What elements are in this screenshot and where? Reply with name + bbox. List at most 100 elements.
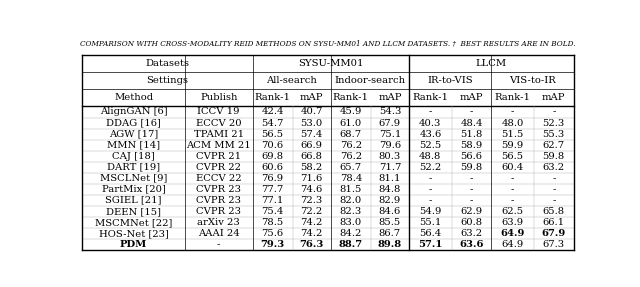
- Text: CVPR 23: CVPR 23: [196, 196, 241, 205]
- Text: 54.3: 54.3: [379, 108, 401, 117]
- Text: TPAMI 21: TPAMI 21: [194, 129, 244, 139]
- Text: 78.4: 78.4: [340, 174, 362, 183]
- Text: 54.7: 54.7: [262, 119, 284, 127]
- Text: 63.9: 63.9: [502, 218, 524, 227]
- Text: -: -: [429, 196, 432, 205]
- Text: 59.8: 59.8: [460, 163, 483, 172]
- Text: 84.8: 84.8: [379, 185, 401, 194]
- Text: 65.7: 65.7: [340, 163, 362, 172]
- Text: -: -: [511, 108, 515, 117]
- Text: COMPARISON WITH CROSS-MODALITY REID METHODS ON SYSU-MM01 AND LLCM DATASETS. †  B: COMPARISON WITH CROSS-MODALITY REID METH…: [80, 40, 576, 48]
- Text: 66.8: 66.8: [301, 152, 323, 161]
- Text: 74.2: 74.2: [301, 229, 323, 238]
- Text: 78.5: 78.5: [262, 218, 284, 227]
- Text: 76.2: 76.2: [340, 141, 362, 150]
- Text: 62.7: 62.7: [543, 141, 565, 150]
- Text: Method: Method: [114, 94, 153, 102]
- Text: DDAG [16]: DDAG [16]: [106, 119, 161, 127]
- Text: 55.1: 55.1: [419, 218, 442, 227]
- Text: -: -: [470, 108, 473, 117]
- Text: MSCMNet [22]: MSCMNet [22]: [95, 218, 172, 227]
- Text: 74.2: 74.2: [301, 218, 323, 227]
- Text: 76.2: 76.2: [340, 152, 362, 161]
- Text: Rank-1: Rank-1: [333, 94, 369, 102]
- Text: 84.2: 84.2: [340, 229, 362, 238]
- Text: 60.6: 60.6: [262, 163, 284, 172]
- Text: 82.9: 82.9: [379, 196, 401, 205]
- Text: 59.8: 59.8: [543, 152, 565, 161]
- Text: 64.9: 64.9: [500, 229, 525, 238]
- Text: 61.0: 61.0: [340, 119, 362, 127]
- Text: CVPR 22: CVPR 22: [196, 163, 241, 172]
- Text: mAP: mAP: [542, 94, 566, 102]
- Text: 79.6: 79.6: [379, 141, 401, 150]
- Text: Indoor-search: Indoor-search: [334, 76, 405, 86]
- Text: 56.4: 56.4: [419, 229, 442, 238]
- Text: -: -: [511, 174, 515, 183]
- Text: 63.2: 63.2: [543, 163, 565, 172]
- Text: 66.9: 66.9: [301, 141, 323, 150]
- Text: 71.6: 71.6: [301, 174, 323, 183]
- Text: 86.7: 86.7: [379, 229, 401, 238]
- Text: Rank-1: Rank-1: [412, 94, 449, 102]
- Text: SYSU-MM01: SYSU-MM01: [298, 59, 364, 68]
- Text: ECCV 22: ECCV 22: [196, 174, 241, 183]
- Text: -: -: [429, 108, 432, 117]
- Text: AGW [17]: AGW [17]: [109, 129, 158, 139]
- Text: -: -: [552, 108, 556, 117]
- Text: arXiv 23: arXiv 23: [197, 218, 240, 227]
- Text: 62.9: 62.9: [460, 207, 483, 216]
- Text: 76.9: 76.9: [262, 174, 284, 183]
- Text: ACM MM 21: ACM MM 21: [186, 141, 251, 150]
- Text: mAP: mAP: [300, 94, 323, 102]
- Text: 65.8: 65.8: [543, 207, 565, 216]
- Text: 74.6: 74.6: [301, 185, 323, 194]
- Text: -: -: [552, 196, 556, 205]
- Text: 67.9: 67.9: [541, 229, 566, 238]
- Text: 55.3: 55.3: [543, 129, 565, 139]
- Text: 51.8: 51.8: [460, 129, 483, 139]
- Text: 75.4: 75.4: [262, 207, 284, 216]
- Text: VIS-to-IR: VIS-to-IR: [509, 76, 556, 86]
- Text: -: -: [511, 196, 515, 205]
- Text: 57.1: 57.1: [418, 240, 442, 249]
- Text: 81.5: 81.5: [340, 185, 362, 194]
- Text: 82.3: 82.3: [340, 207, 362, 216]
- Text: All-search: All-search: [266, 76, 317, 86]
- Text: 52.3: 52.3: [543, 119, 565, 127]
- Text: 51.5: 51.5: [502, 129, 524, 139]
- Text: 56.6: 56.6: [461, 152, 483, 161]
- Text: 79.3: 79.3: [260, 240, 285, 249]
- Text: 69.8: 69.8: [262, 152, 284, 161]
- Text: 72.3: 72.3: [301, 196, 323, 205]
- Text: 64.9: 64.9: [502, 240, 524, 249]
- Text: Settings: Settings: [147, 76, 189, 86]
- Text: -: -: [217, 240, 220, 249]
- Text: 70.6: 70.6: [262, 141, 284, 150]
- Text: CVPR 23: CVPR 23: [196, 207, 241, 216]
- Text: 60.8: 60.8: [460, 218, 483, 227]
- Text: 52.2: 52.2: [419, 163, 442, 172]
- Text: 63.6: 63.6: [460, 240, 484, 249]
- Text: 52.5: 52.5: [419, 141, 442, 150]
- Text: HOS-Net [23]: HOS-Net [23]: [99, 229, 168, 238]
- Text: -: -: [552, 174, 556, 183]
- Text: 60.4: 60.4: [502, 163, 524, 172]
- Text: 57.4: 57.4: [301, 129, 323, 139]
- Text: 75.1: 75.1: [379, 129, 401, 139]
- Text: 81.1: 81.1: [379, 174, 401, 183]
- Text: LLCM: LLCM: [476, 59, 507, 68]
- Text: Rank-1: Rank-1: [255, 94, 291, 102]
- Text: -: -: [470, 174, 473, 183]
- Text: CAJ [18]: CAJ [18]: [112, 152, 155, 161]
- Text: 68.7: 68.7: [340, 129, 362, 139]
- Text: 40.7: 40.7: [301, 108, 323, 117]
- Text: AAAI 24: AAAI 24: [198, 229, 239, 238]
- Text: 83.0: 83.0: [340, 218, 362, 227]
- Text: SGIEL [21]: SGIEL [21]: [106, 196, 162, 205]
- Text: 67.9: 67.9: [379, 119, 401, 127]
- Text: PDM: PDM: [120, 240, 147, 249]
- Text: mAP: mAP: [460, 94, 483, 102]
- Text: 54.9: 54.9: [419, 207, 442, 216]
- Text: 80.3: 80.3: [379, 152, 401, 161]
